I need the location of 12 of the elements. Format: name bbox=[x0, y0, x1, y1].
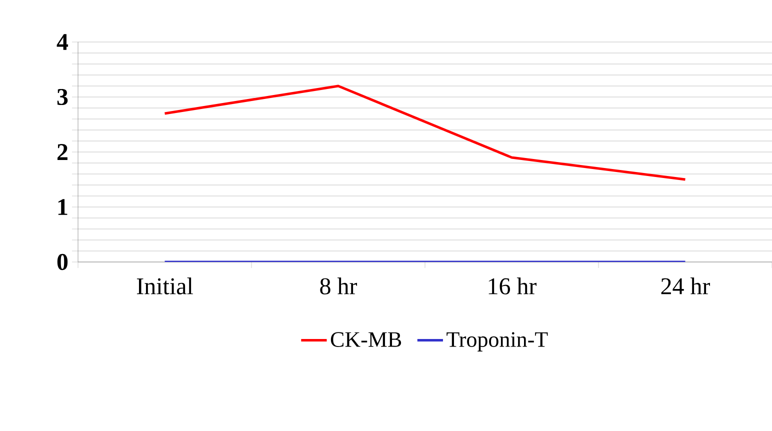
y-tick-label: 2 bbox=[57, 144, 68, 160]
line-series bbox=[164, 84, 686, 181]
y-tick-label: 0 bbox=[57, 254, 68, 270]
x-tick-label: Initial bbox=[136, 278, 193, 294]
x-tick-label: 8 hr bbox=[320, 278, 358, 294]
x-tick-label: 16 hr bbox=[488, 278, 537, 294]
y-tick-label: 1 bbox=[58, 199, 68, 215]
legend-label: CK-MB bbox=[330, 332, 402, 347]
legend-label: Troponin-T bbox=[446, 332, 548, 352]
y-tick-label: 3 bbox=[57, 88, 68, 106]
x-tick-label: 24 hr bbox=[661, 278, 710, 294]
y-tick-label: 4 bbox=[56, 34, 68, 50]
